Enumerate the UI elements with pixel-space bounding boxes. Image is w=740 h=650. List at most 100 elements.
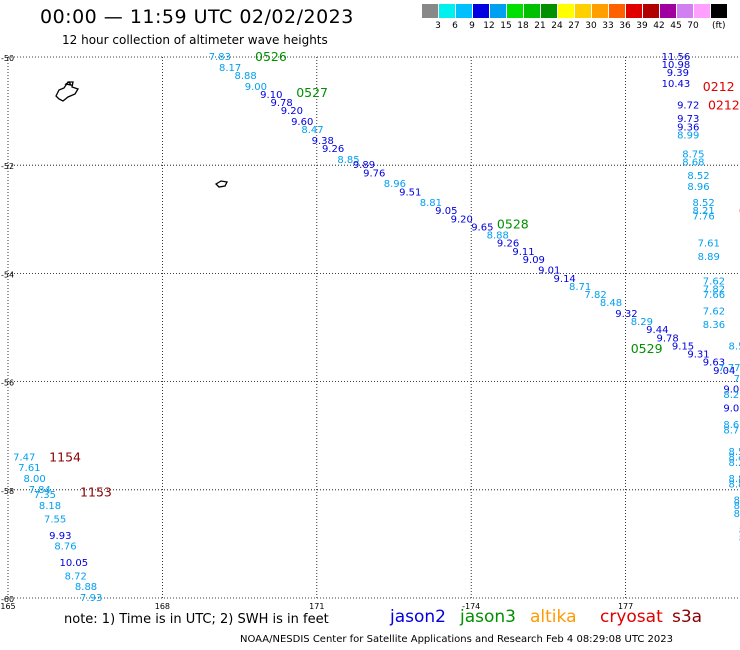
swh-value: 9.09 [523,255,545,266]
legend-label: 36 [619,21,631,31]
legend-swatch [524,4,540,18]
satellite-s3a: s3a [672,607,703,627]
swh-value: 8.18 [39,501,61,512]
legend-swatch [575,4,591,18]
legend-label: 9 [469,21,475,31]
swh-value: 7.61 [18,463,40,474]
legend-label: 27 [568,21,580,31]
swh-value: 8.52 [693,198,715,209]
swh-value: 9.01 [538,266,560,277]
satellite-cryosat: cryosat [600,607,663,627]
swh-value: 8.79 [739,525,740,536]
swh-value: 9.05 [435,206,457,217]
swh-value: 8.75 [682,149,704,160]
lon-label: -174 [462,602,480,611]
swh-value: 9.20 [281,106,303,117]
swh-value: 8.21 [693,206,715,217]
legend-label: 18 [517,21,529,31]
swh-value: 8.52 [687,171,709,182]
swh-value: 7.93 [80,593,102,604]
swh-value: 8.72 [723,425,740,436]
swh-value: 7.83 [209,52,231,63]
swh-value: 9.11 [512,247,534,258]
legend-label: 39 [636,21,648,31]
swh-value: 9.93 [49,531,71,542]
swh-value: 9.10 [260,90,282,101]
swh-value: 7.82 [584,290,606,301]
satellite-altika: altika [530,607,577,627]
legend-swatch [677,4,693,18]
swh-value: 9.39 [667,68,689,79]
swh-value: 9.73 [677,114,699,125]
swh-value: 8.72 [65,571,87,582]
time-label: 0211 [739,203,740,218]
lon-label: 165 [0,602,15,611]
swh-value: 9.36 [677,122,699,133]
swh-value: 8.89 [729,474,740,485]
swh-value: 8.88 [487,231,509,242]
swh-value: 8.00 [23,474,45,485]
time-label: 0526 [255,49,287,64]
swh-value: 8.89 [698,252,720,263]
legend-swatch [456,4,472,18]
time-label: 0527 [296,85,328,100]
swh-value: 7.90 [734,374,740,385]
legend-label: 33 [602,21,614,31]
swh-value: 8.52 [729,341,740,352]
swh-value: 7.55 [44,515,66,526]
swh-value: 8.96 [687,182,709,193]
swh-value: 8.86 [734,509,740,520]
legend-label: 30 [585,21,597,31]
swh-value: 9.00 [245,82,267,93]
swh-value: 7.76 [693,212,715,223]
lat-label: -60 [1,595,14,604]
map-subtitle: 12 hour collection of altimeter wave hei… [62,33,328,47]
swh-value: 7.61 [698,239,720,250]
legend-swatch [694,4,710,18]
swh-value: 8.29 [723,390,740,401]
legend-label: 45 [670,21,682,31]
legend-swatch [558,4,574,18]
time-label: 0529 [631,341,663,356]
legend-label: 6 [452,21,458,31]
swh-value: 9.26 [322,144,344,155]
lat-label: -54 [1,270,14,279]
lon-label: 171 [309,602,324,611]
swh-value: 9.89 [353,160,375,171]
legend-swatch [711,4,727,18]
legend-swatch [609,4,625,18]
swh-value: 8.81 [420,198,442,209]
map-title: 00:00 — 11:59 UTC 02/02/2023 [40,6,354,28]
swh-value: 8.72 [739,533,740,544]
swh-value: 8.88 [75,582,97,593]
swh-value: 8.20 [729,458,740,469]
swh-value: 8.48 [600,298,622,309]
satellite-jason3: jason3 [460,607,516,627]
time-label: 0212 [708,98,740,113]
swh-value: 9.32 [615,309,637,320]
swh-value: 11.56 [662,52,691,63]
swh-value: 8.96 [384,179,406,190]
swh-value: 9.76 [363,168,385,179]
swh-value: 9.20 [451,214,473,225]
legend-swatch [439,4,455,18]
swh-value: 8.57 [729,447,740,458]
lat-label: -50 [1,54,14,63]
legend-label: 3 [435,21,441,31]
swh-value: 10.05 [59,558,88,569]
swh-value: 8.68 [682,157,704,168]
legend-label: 12 [483,21,495,31]
time-label: 0212 [703,79,735,94]
legend-unit: (ft) [712,21,726,31]
legend-label: 42 [653,21,665,31]
island-outline [214,180,228,188]
swh-value: 10.43 [662,79,691,90]
swh-value: 8.17 [219,63,241,74]
legend-swatch [643,4,659,18]
swh-value: 7.82 [703,285,725,296]
swh-value: 9.60 [291,117,313,128]
legend-swatch [592,4,608,18]
legend-label: 70 [687,21,699,31]
swh-value: 7.62 [703,306,725,317]
